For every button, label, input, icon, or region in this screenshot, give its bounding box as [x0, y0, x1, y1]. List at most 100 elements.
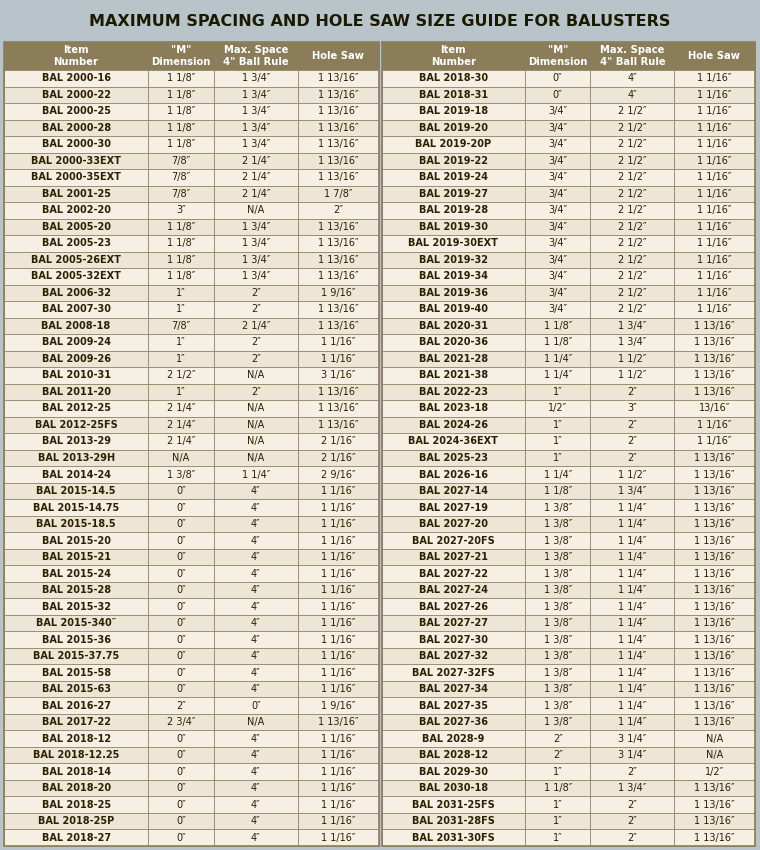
Bar: [214, 367, 298, 383]
Text: 1 1/4″: 1 1/4″: [618, 618, 647, 628]
Bar: [525, 285, 591, 301]
Text: BAL 2027-32FS: BAL 2027-32FS: [412, 667, 495, 677]
Text: 1 3/8″: 1 3/8″: [543, 552, 572, 562]
Bar: [148, 830, 214, 846]
Bar: [148, 400, 214, 416]
Text: 1 1/8″: 1 1/8″: [543, 321, 572, 331]
Bar: [382, 665, 525, 681]
Text: 2″: 2″: [553, 751, 562, 760]
Bar: [525, 648, 591, 665]
Bar: [525, 467, 591, 483]
Text: BAL 2015-63: BAL 2015-63: [42, 684, 111, 694]
Text: 2 1/16″: 2 1/16″: [321, 453, 356, 463]
Bar: [591, 714, 674, 730]
Text: 1 1/8″: 1 1/8″: [166, 73, 195, 83]
Bar: [4, 400, 148, 416]
Bar: [674, 499, 755, 516]
Text: 2 3/4″: 2 3/4″: [166, 717, 195, 727]
Text: 1 1/16″: 1 1/16″: [321, 602, 356, 612]
Bar: [591, 169, 674, 185]
Bar: [148, 763, 214, 780]
Text: 1 13/16″: 1 13/16″: [694, 602, 735, 612]
Text: 2 1/4″: 2 1/4″: [166, 437, 195, 446]
Text: BAL 2015-28: BAL 2015-28: [42, 585, 111, 595]
Bar: [148, 285, 214, 301]
Bar: [298, 185, 378, 202]
Text: 0″: 0″: [176, 635, 186, 644]
Text: 3 1/16″: 3 1/16″: [321, 371, 356, 381]
Bar: [214, 268, 298, 285]
Text: "M"
Dimension: "M" Dimension: [528, 45, 587, 67]
Text: 1 13/16″: 1 13/16″: [694, 321, 735, 331]
Bar: [298, 42, 378, 70]
Text: 1 1/16″: 1 1/16″: [321, 536, 356, 546]
Bar: [674, 185, 755, 202]
Text: 1 1/4″: 1 1/4″: [618, 667, 647, 677]
Bar: [148, 813, 214, 830]
Text: 2″: 2″: [251, 288, 261, 298]
Text: 0″: 0″: [176, 618, 186, 628]
Text: BAL 2015-14.75: BAL 2015-14.75: [33, 502, 119, 513]
Bar: [525, 681, 591, 697]
Bar: [148, 103, 214, 120]
Bar: [525, 434, 591, 450]
Text: 1/2″: 1/2″: [548, 404, 568, 413]
Bar: [4, 235, 148, 252]
Bar: [214, 665, 298, 681]
Text: 1 13/16″: 1 13/16″: [694, 651, 735, 661]
Text: 2 1/2″: 2 1/2″: [618, 238, 647, 248]
Text: 0″: 0″: [176, 751, 186, 760]
Text: 1 3/4″: 1 3/4″: [242, 271, 270, 281]
Bar: [382, 42, 755, 846]
Bar: [674, 285, 755, 301]
Bar: [525, 796, 591, 813]
Bar: [382, 565, 525, 582]
Bar: [591, 334, 674, 351]
Bar: [674, 268, 755, 285]
Bar: [382, 136, 525, 152]
Bar: [382, 697, 525, 714]
Bar: [148, 549, 214, 565]
Text: 4″: 4″: [251, 519, 261, 529]
Bar: [674, 747, 755, 763]
Text: BAL 2015-340″: BAL 2015-340″: [36, 618, 116, 628]
Bar: [4, 169, 148, 185]
Text: 2″: 2″: [251, 387, 261, 397]
Text: N/A: N/A: [706, 734, 723, 744]
Bar: [298, 383, 378, 400]
Bar: [4, 301, 148, 318]
Text: 3/4″: 3/4″: [548, 255, 567, 265]
Bar: [298, 549, 378, 565]
Text: 1 1/16″: 1 1/16″: [697, 122, 732, 133]
Bar: [148, 483, 214, 499]
Bar: [214, 549, 298, 565]
Bar: [298, 434, 378, 450]
Bar: [674, 813, 755, 830]
Bar: [148, 714, 214, 730]
Bar: [4, 42, 148, 70]
Bar: [4, 434, 148, 450]
Text: 1 1/16″: 1 1/16″: [321, 800, 356, 810]
Text: 1 13/16″: 1 13/16″: [694, 354, 735, 364]
Text: BAL 2015-37.75: BAL 2015-37.75: [33, 651, 119, 661]
Text: BAL 2015-24: BAL 2015-24: [42, 569, 111, 579]
Text: 1 1/2″: 1 1/2″: [618, 371, 647, 381]
Bar: [214, 714, 298, 730]
Text: BAL 2028-12: BAL 2028-12: [419, 751, 488, 760]
Text: 1 1/16″: 1 1/16″: [697, 90, 732, 99]
Text: 1 1/16″: 1 1/16″: [321, 552, 356, 562]
Text: BAL 2015-14.5: BAL 2015-14.5: [36, 486, 116, 496]
Bar: [525, 632, 591, 648]
Text: 0″: 0″: [176, 502, 186, 513]
Text: 1 13/16″: 1 13/16″: [694, 486, 735, 496]
Text: 1″: 1″: [553, 437, 562, 446]
Text: 0″: 0″: [553, 90, 562, 99]
Bar: [148, 780, 214, 796]
Text: 1 1/16″: 1 1/16″: [697, 156, 732, 166]
Text: 1″: 1″: [553, 453, 562, 463]
Bar: [4, 202, 148, 218]
Text: 4″: 4″: [251, 783, 261, 793]
Text: 1 1/16″: 1 1/16″: [321, 833, 356, 842]
Text: 1 13/16″: 1 13/16″: [694, 536, 735, 546]
Text: 1 1/4″: 1 1/4″: [543, 371, 572, 381]
